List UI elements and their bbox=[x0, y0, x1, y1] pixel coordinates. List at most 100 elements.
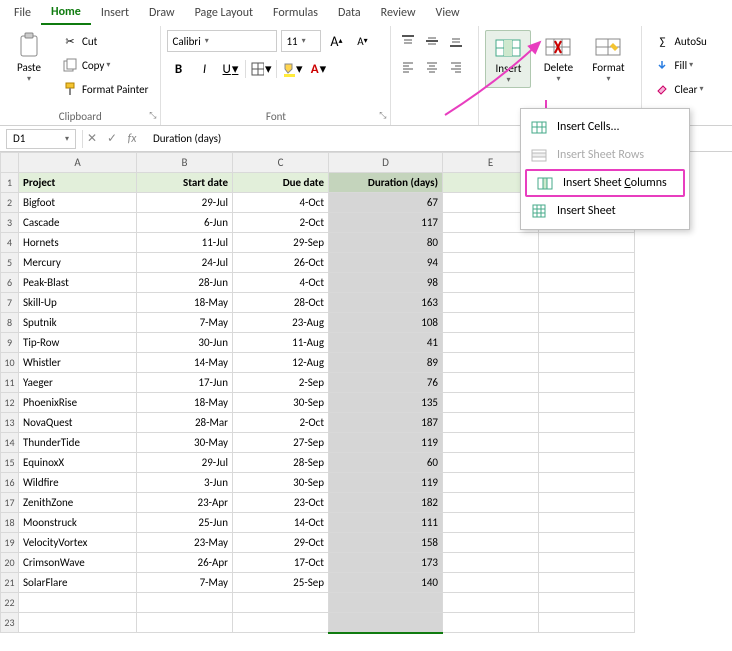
cell-D17[interactable]: 182 bbox=[329, 493, 443, 513]
cell-E6[interactable] bbox=[443, 273, 539, 293]
cell-B20[interactable]: 26-Apr bbox=[137, 553, 233, 573]
cell-B2[interactable]: 29-Jul bbox=[137, 193, 233, 213]
cell-C22[interactable] bbox=[233, 593, 329, 613]
cell-B17[interactable]: 23-Apr bbox=[137, 493, 233, 513]
insert-sheet-item[interactable]: Insert Sheet bbox=[521, 197, 689, 225]
cell-F20[interactable] bbox=[539, 553, 635, 573]
cell-A8[interactable]: Sputnik bbox=[19, 313, 137, 333]
cell-B19[interactable]: 23-May bbox=[137, 533, 233, 553]
cell-C20[interactable]: 17-Oct bbox=[233, 553, 329, 573]
cell-C15[interactable]: 28-Sep bbox=[233, 453, 329, 473]
row-header-12[interactable]: 12 bbox=[1, 393, 19, 413]
cell-E20[interactable] bbox=[443, 553, 539, 573]
cell-A20[interactable]: CrimsonWave bbox=[19, 553, 137, 573]
menu-page-layout[interactable]: Page Layout bbox=[185, 2, 263, 24]
cell-C11[interactable]: 2-Sep bbox=[233, 373, 329, 393]
cell-C3[interactable]: 2-Oct bbox=[233, 213, 329, 233]
cell-B15[interactable]: 29-Jul bbox=[137, 453, 233, 473]
cell-C14[interactable]: 27-Sep bbox=[233, 433, 329, 453]
paste-button[interactable]: Paste ▾ bbox=[6, 30, 52, 86]
cell-D11[interactable]: 76 bbox=[329, 373, 443, 393]
cell-C17[interactable]: 23-Oct bbox=[233, 493, 329, 513]
row-header-23[interactable]: 23 bbox=[1, 613, 19, 633]
underline-button[interactable]: U▾ bbox=[219, 58, 241, 80]
cell-D5[interactable]: 94 bbox=[329, 253, 443, 273]
font-color-button[interactable]: A ▾ bbox=[307, 58, 329, 80]
cell-A14[interactable]: ThunderTide bbox=[19, 433, 137, 453]
col-header-D[interactable]: D bbox=[329, 153, 443, 173]
cell-E5[interactable] bbox=[443, 253, 539, 273]
cell-E23[interactable] bbox=[443, 613, 539, 633]
format-painter-button[interactable]: Format Painter bbox=[56, 78, 154, 100]
row-header-1[interactable]: 1 bbox=[1, 173, 19, 193]
align-bottom-icon[interactable] bbox=[445, 30, 467, 52]
cell-B1[interactable]: Start date bbox=[137, 173, 233, 193]
cell-B9[interactable]: 30-Jun bbox=[137, 333, 233, 353]
cell-C12[interactable]: 30-Sep bbox=[233, 393, 329, 413]
format-button[interactable]: Format ▾ bbox=[585, 30, 631, 86]
cell-D4[interactable]: 80 bbox=[329, 233, 443, 253]
cell-D6[interactable]: 98 bbox=[329, 273, 443, 293]
cell-A11[interactable]: Yaeger bbox=[19, 373, 137, 393]
cell-C23[interactable] bbox=[233, 613, 329, 633]
row-header-18[interactable]: 18 bbox=[1, 513, 19, 533]
select-all-corner[interactable] bbox=[1, 153, 19, 173]
cell-D1[interactable]: Duration (days) bbox=[329, 173, 443, 193]
cell-C1[interactable]: Due date bbox=[233, 173, 329, 193]
col-header-C[interactable]: C bbox=[233, 153, 329, 173]
delete-button[interactable]: Delete ▾ bbox=[535, 30, 581, 86]
row-header-13[interactable]: 13 bbox=[1, 413, 19, 433]
cell-D18[interactable]: 111 bbox=[329, 513, 443, 533]
align-center-icon[interactable] bbox=[421, 56, 443, 78]
cell-F16[interactable] bbox=[539, 473, 635, 493]
cell-F17[interactable] bbox=[539, 493, 635, 513]
dialog-launcher-icon[interactable]: ⤡ bbox=[149, 110, 156, 121]
clear-button[interactable]: Clear▾ bbox=[648, 78, 712, 100]
cell-B8[interactable]: 7-May bbox=[137, 313, 233, 333]
row-header-2[interactable]: 2 bbox=[1, 193, 19, 213]
copy-button[interactable]: Copy ▾ bbox=[56, 54, 154, 76]
cell-D14[interactable]: 119 bbox=[329, 433, 443, 453]
cell-D23[interactable] bbox=[329, 613, 443, 633]
cell-A23[interactable] bbox=[19, 613, 137, 633]
cell-E16[interactable] bbox=[443, 473, 539, 493]
cell-E21[interactable] bbox=[443, 573, 539, 593]
align-right-icon[interactable] bbox=[445, 56, 467, 78]
cell-B4[interactable]: 11-Jul bbox=[137, 233, 233, 253]
autosum-button[interactable]: ∑AutoSu bbox=[648, 30, 712, 52]
cell-D21[interactable]: 140 bbox=[329, 573, 443, 593]
cell-D10[interactable]: 89 bbox=[329, 353, 443, 373]
cell-E4[interactable] bbox=[443, 233, 539, 253]
cell-C7[interactable]: 28-Oct bbox=[233, 293, 329, 313]
align-left-icon[interactable] bbox=[397, 56, 419, 78]
fill-color-button[interactable]: ▾ bbox=[281, 58, 303, 80]
menu-draw[interactable]: Draw bbox=[139, 2, 185, 24]
cell-B16[interactable]: 3-Jun bbox=[137, 473, 233, 493]
cell-F12[interactable] bbox=[539, 393, 635, 413]
col-header-A[interactable]: A bbox=[19, 153, 137, 173]
cell-E15[interactable] bbox=[443, 453, 539, 473]
cell-C10[interactable]: 12-Aug bbox=[233, 353, 329, 373]
cell-B21[interactable]: 7-May bbox=[137, 573, 233, 593]
insert-sheet-columns-item[interactable]: Insert Sheet Columns bbox=[525, 169, 685, 197]
cell-E10[interactable] bbox=[443, 353, 539, 373]
cell-F9[interactable] bbox=[539, 333, 635, 353]
cell-A4[interactable]: Hornets bbox=[19, 233, 137, 253]
cell-C21[interactable]: 25-Sep bbox=[233, 573, 329, 593]
name-box[interactable]: D1▾ bbox=[6, 129, 76, 149]
cell-B6[interactable]: 28-Jun bbox=[137, 273, 233, 293]
cell-C8[interactable]: 23-Aug bbox=[233, 313, 329, 333]
cell-E7[interactable] bbox=[443, 293, 539, 313]
cell-E22[interactable] bbox=[443, 593, 539, 613]
cell-A1[interactable]: Project bbox=[19, 173, 137, 193]
cell-A21[interactable]: SolarFlare bbox=[19, 573, 137, 593]
cell-F21[interactable] bbox=[539, 573, 635, 593]
cell-D13[interactable]: 187 bbox=[329, 413, 443, 433]
cell-C4[interactable]: 29-Sep bbox=[233, 233, 329, 253]
italic-button[interactable]: I bbox=[193, 58, 215, 80]
cell-A22[interactable] bbox=[19, 593, 137, 613]
dialog-launcher-icon[interactable]: ⤡ bbox=[379, 110, 386, 121]
cell-D2[interactable]: 67 bbox=[329, 193, 443, 213]
cell-D9[interactable]: 41 bbox=[329, 333, 443, 353]
cell-A19[interactable]: VelocityVortex bbox=[19, 533, 137, 553]
